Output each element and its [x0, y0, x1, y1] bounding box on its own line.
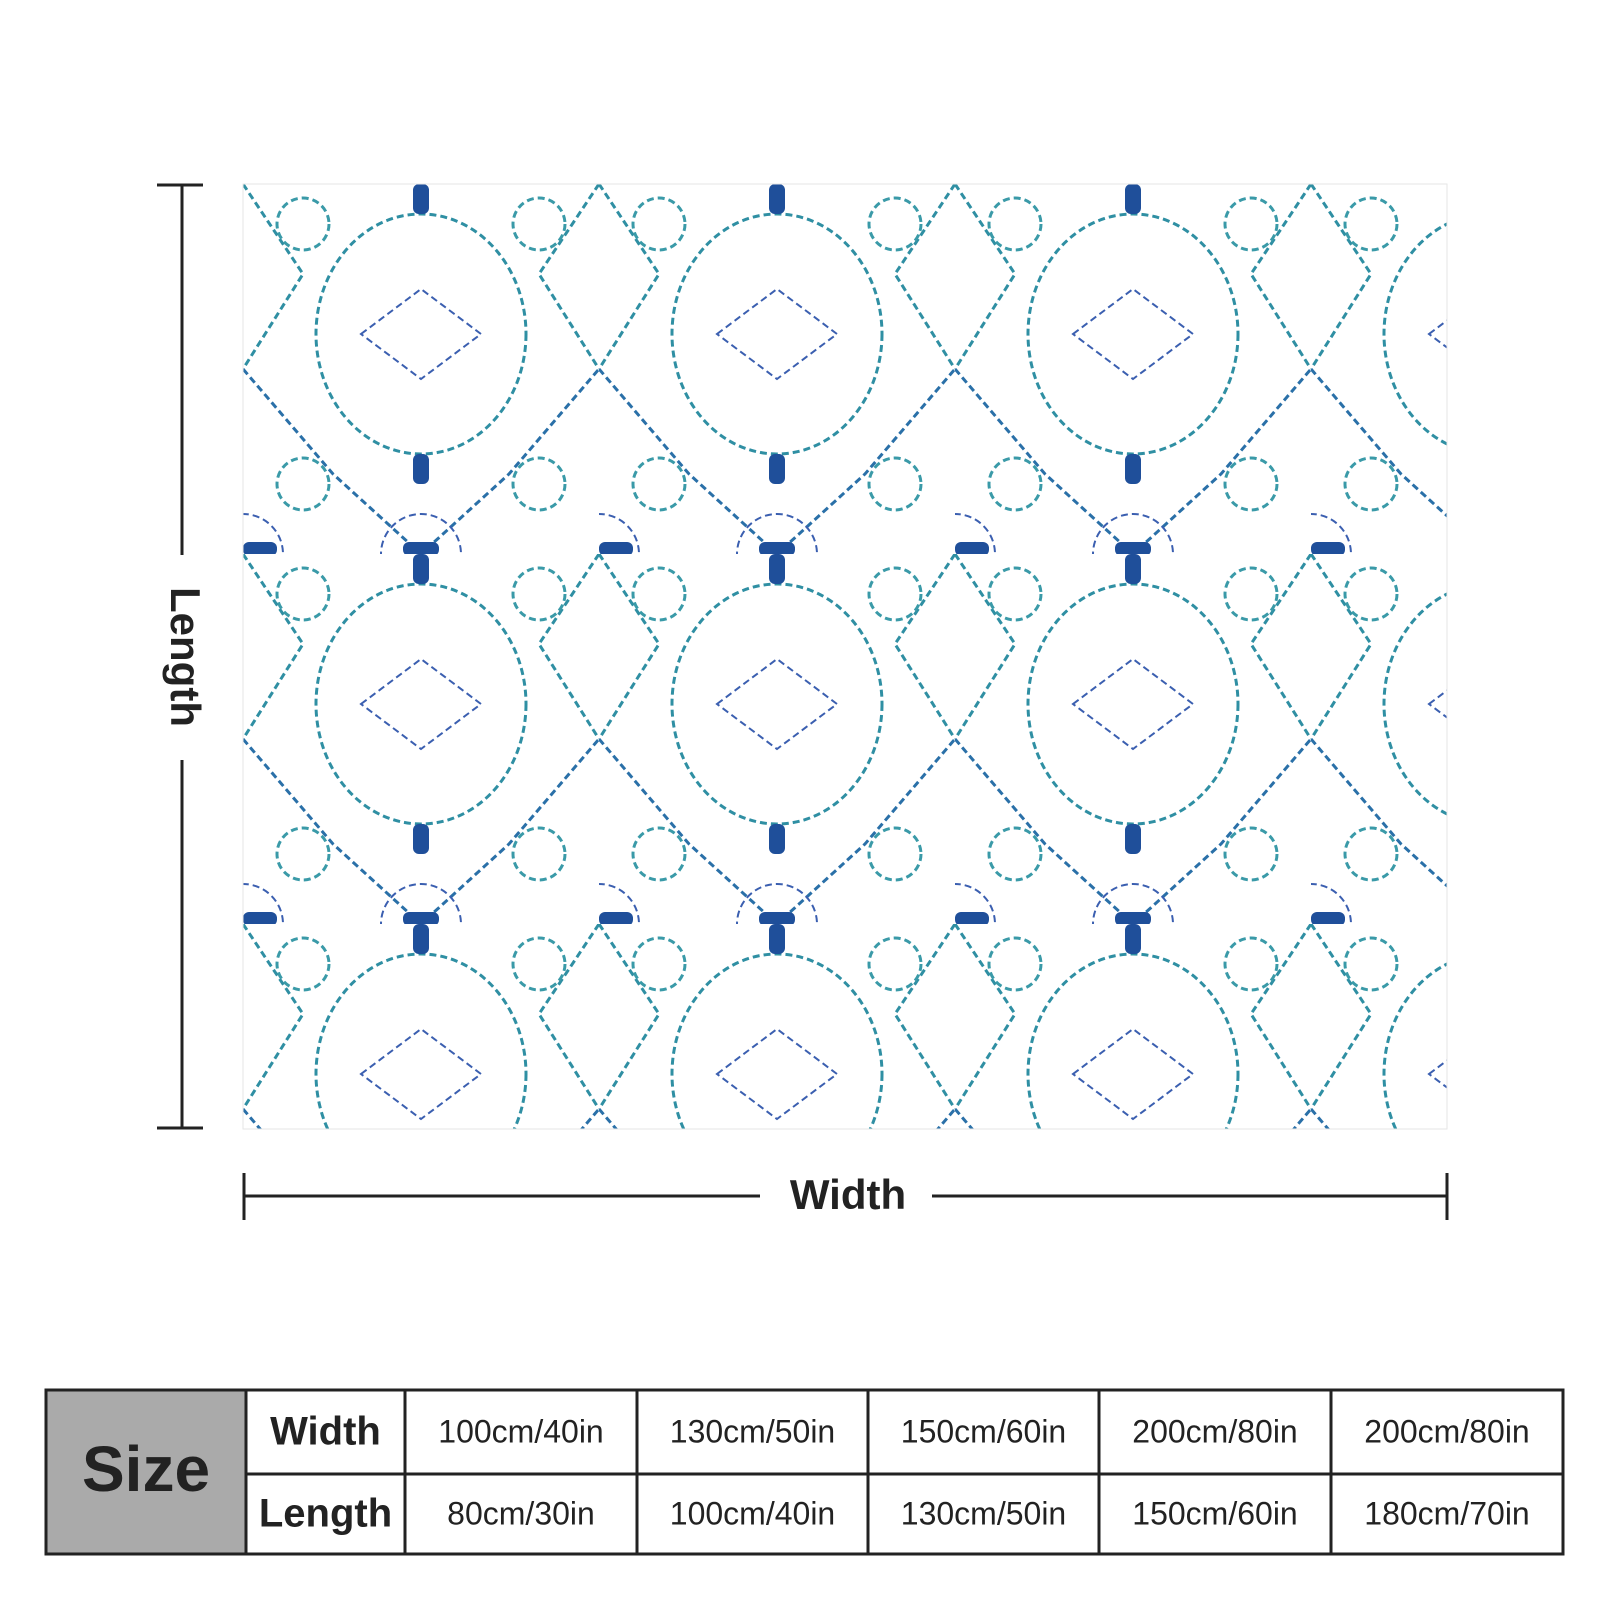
size-value: 200cm/80in: [1132, 1413, 1297, 1449]
size-table: Size Width 100cm/40in 130cm/50in 150cm/60in…: [44, 1388, 1565, 1556]
size-cell: [1329, 1388, 1565, 1476]
size-value: 100cm/40in: [438, 1413, 603, 1449]
size-value: 130cm/50in: [670, 1413, 835, 1449]
row-label: Width: [270, 1410, 381, 1454]
size-value: 130cm/50in: [901, 1495, 1066, 1531]
row-label-cell: [244, 1472, 407, 1556]
size-cell: [866, 1472, 1101, 1556]
length-label: Length: [162, 587, 209, 727]
width-dimension: [242, 1173, 1449, 1220]
blanket: [242, 183, 1448, 1130]
size-header-cell: [44, 1388, 248, 1556]
size-value: 100cm/40in: [670, 1495, 835, 1531]
size-cell: [403, 1472, 639, 1556]
width-label: Width: [790, 1171, 906, 1218]
size-cell: [1329, 1472, 1565, 1556]
size-value: 80cm/30in: [447, 1495, 595, 1531]
size-value: 150cm/60in: [901, 1413, 1066, 1449]
size-value: 150cm/60in: [1132, 1495, 1297, 1531]
size-value: 200cm/80in: [1364, 1413, 1529, 1449]
size-value: 180cm/70in: [1364, 1495, 1529, 1531]
row-label: Length: [259, 1492, 392, 1536]
size-header: Size: [82, 1433, 210, 1505]
length-dimension: [157, 183, 203, 1130]
size-cell: [1097, 1388, 1333, 1476]
size-cell: [1097, 1472, 1333, 1556]
